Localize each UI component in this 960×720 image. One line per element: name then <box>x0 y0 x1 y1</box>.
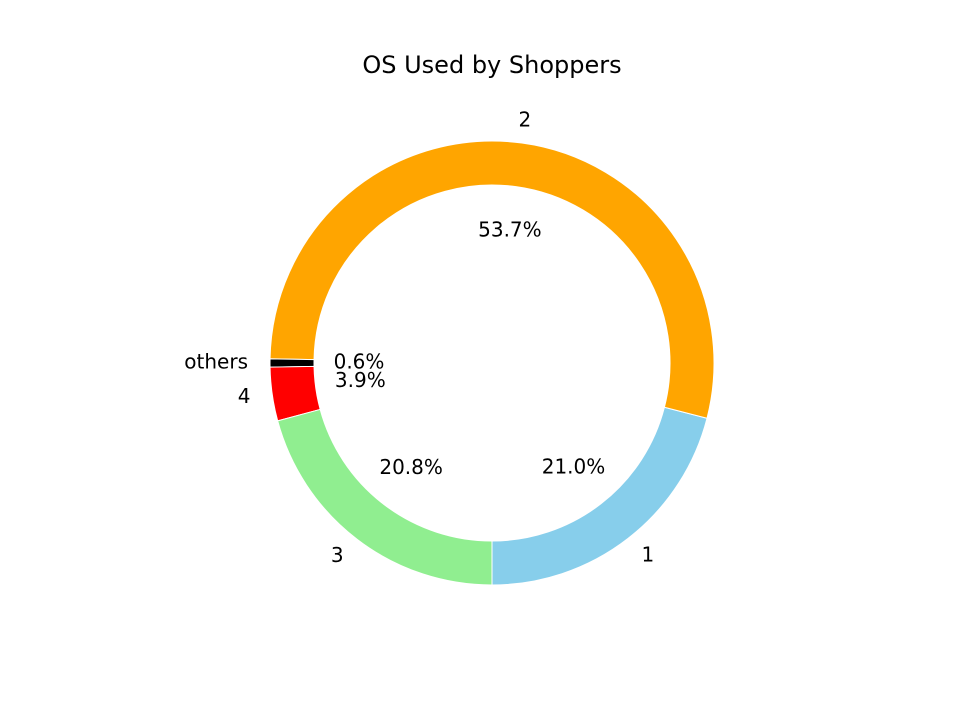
percent-label-others: 0.6% <box>334 350 385 374</box>
donut-slice-3 <box>277 408 493 586</box>
percent-label-1: 21.0% <box>542 455 606 479</box>
donut-slice-others <box>269 358 315 368</box>
slice-label-others: others <box>184 350 248 374</box>
slice-group <box>269 140 715 586</box>
slice-label-2: 2 <box>518 108 531 132</box>
percent-label-group: 21.0% 53.7% 0.6%3.9% 20.8% <box>334 218 606 479</box>
donut-slice-2 <box>269 140 715 419</box>
slice-label-1: 1 <box>642 542 655 566</box>
slice-label-3: 3 <box>331 543 344 567</box>
donut-slice-1 <box>491 406 708 586</box>
percent-label-3: 20.8% <box>379 455 443 479</box>
chart-title: OS Used by Shoppers <box>362 51 621 79</box>
outer-label-group: 1 2 others 4 3 <box>184 108 654 568</box>
percent-label-4: 3.9% <box>335 368 386 392</box>
slice-label-4: 4 <box>238 384 251 408</box>
percent-label-2: 53.7% <box>478 218 542 242</box>
